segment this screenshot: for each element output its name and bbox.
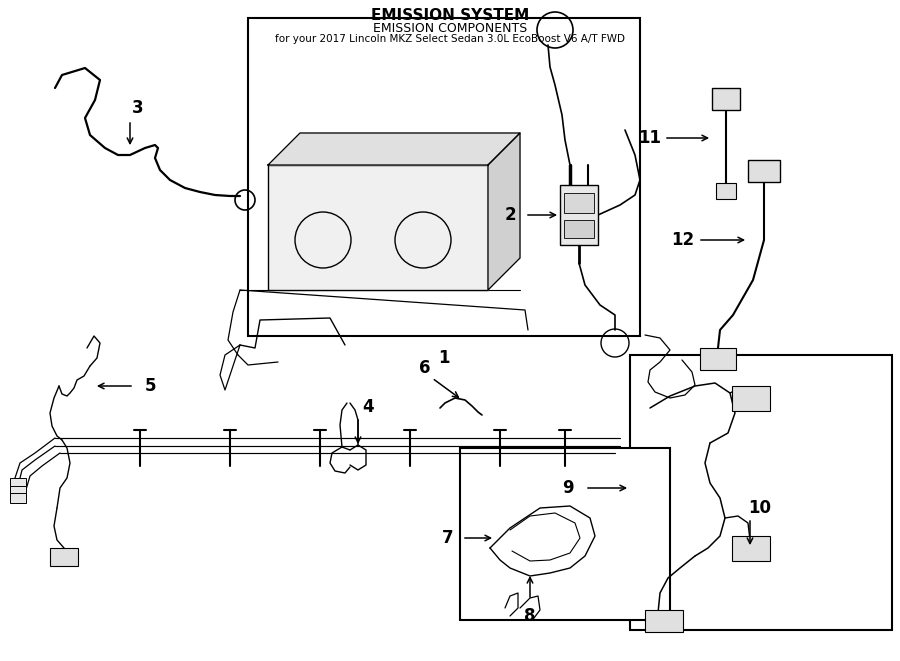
Bar	[50, 548, 78, 566]
Polygon shape	[488, 133, 520, 290]
Bar	[10, 478, 26, 488]
Bar	[700, 348, 736, 370]
Text: 11: 11	[638, 129, 662, 147]
Text: 3: 3	[132, 99, 144, 117]
Text: for your 2017 Lincoln MKZ Select Sedan 3.0L EcoBoost V6 A/T FWD: for your 2017 Lincoln MKZ Select Sedan 3…	[275, 34, 625, 44]
Text: 5: 5	[144, 377, 156, 395]
Bar	[732, 386, 770, 411]
Bar	[716, 183, 736, 199]
Bar	[630, 355, 892, 630]
Bar	[248, 18, 640, 336]
Text: 8: 8	[524, 607, 536, 625]
Bar	[460, 448, 670, 620]
Bar	[560, 185, 598, 245]
Text: 1: 1	[438, 349, 450, 367]
Bar	[10, 486, 26, 496]
Text: EMISSION COMPONENTS: EMISSION COMPONENTS	[373, 22, 527, 35]
Bar	[268, 165, 488, 290]
Text: 9: 9	[562, 479, 574, 497]
Bar	[645, 610, 683, 632]
Text: 6: 6	[419, 359, 431, 377]
Text: EMISSION SYSTEM: EMISSION SYSTEM	[371, 8, 529, 23]
Bar	[564, 220, 594, 238]
Text: 10: 10	[749, 499, 771, 517]
Text: 7: 7	[442, 529, 454, 547]
Text: 2: 2	[504, 206, 516, 224]
Text: 4: 4	[362, 398, 374, 416]
Bar	[712, 88, 740, 110]
Bar	[748, 160, 780, 182]
Text: 12: 12	[671, 231, 695, 249]
Bar	[564, 193, 594, 213]
Bar	[10, 493, 26, 503]
Bar	[732, 536, 770, 561]
Polygon shape	[268, 133, 520, 165]
